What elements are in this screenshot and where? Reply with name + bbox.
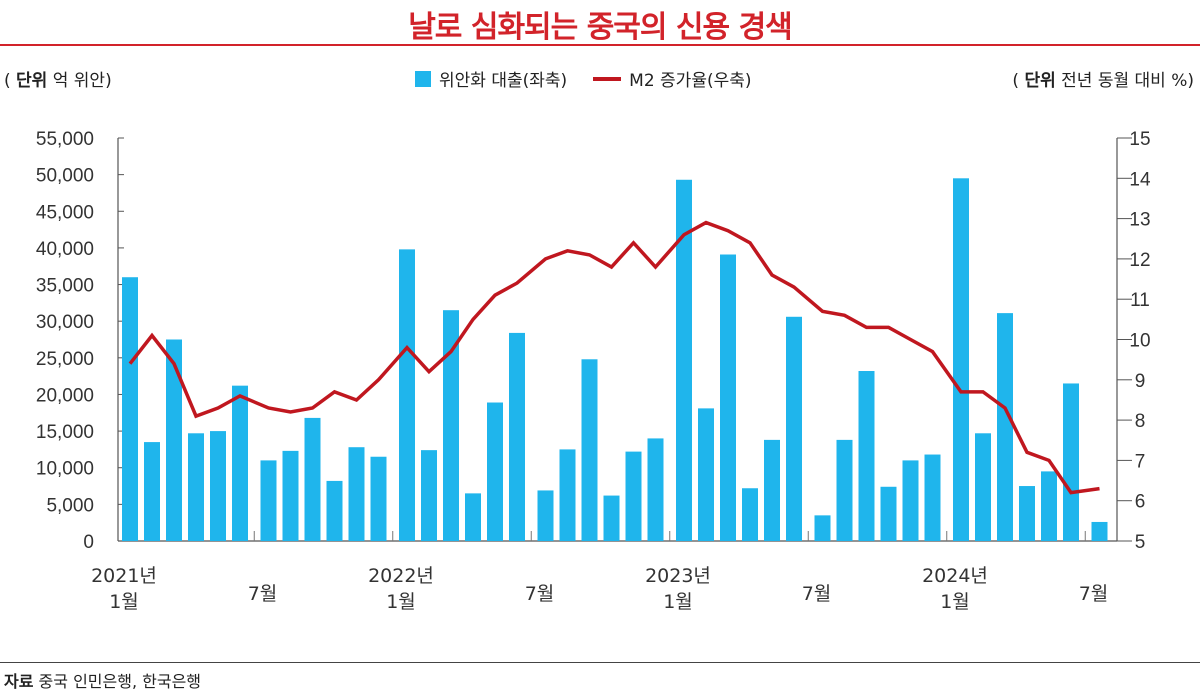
left-axis-tick-label: 35,000 [36, 276, 94, 297]
bar [232, 386, 248, 541]
bar [144, 442, 160, 541]
x-tick-label-month: 1월 [386, 591, 416, 613]
left-axis-tick-label: 5,000 [46, 495, 94, 516]
bar [837, 440, 853, 541]
left-axis-tick-label: 15,000 [36, 422, 94, 443]
bar [815, 515, 831, 541]
bar [903, 460, 919, 541]
source-text: 중국 인민은행, 한국은행 [39, 672, 201, 691]
left-axis-tick-label: 55,000 [36, 129, 94, 150]
bar [881, 487, 897, 541]
bar [1019, 486, 1035, 541]
footer-divider [0, 662, 1200, 663]
bar [349, 447, 365, 541]
right-axis-tick-label: 5 [1135, 532, 1146, 553]
bar [925, 455, 941, 541]
bar [953, 178, 969, 541]
x-tick-label-month: 1월 [109, 591, 139, 613]
bar [327, 481, 343, 541]
bar [509, 333, 525, 541]
right-axis-tick-label: 12 [1129, 250, 1150, 271]
bar [626, 452, 642, 541]
bar [997, 313, 1013, 541]
bar [399, 249, 415, 541]
bar [487, 403, 503, 541]
x-tick-label-month: 1월 [940, 591, 970, 613]
left-axis-tick-label: 50,000 [36, 166, 94, 187]
left-axis-tick-label: 25,000 [36, 349, 94, 370]
bar [538, 490, 554, 541]
bar [421, 450, 437, 541]
x-tick-label-month: 7월 [525, 583, 555, 605]
bar [261, 460, 277, 541]
source-label: 자료 [4, 672, 33, 691]
chart-plot: 0 5,000 10,000 15,000 20,000 25,000 30,000 35,0… [0, 0, 1200, 660]
right-axis-tick-label: 11 [1130, 290, 1150, 311]
bar [1041, 471, 1057, 541]
right-axis-tick-label: 14 [1129, 169, 1151, 190]
bar [786, 317, 802, 541]
bar [742, 488, 758, 541]
left-axis-tick-label: 10,000 [36, 459, 94, 480]
x-tick-label-year: 2024년 [922, 565, 988, 587]
bar [1092, 522, 1108, 541]
bar [371, 457, 387, 541]
left-axis-tick-label: 20,000 [36, 385, 94, 406]
right-axis-tick-label: 8 [1135, 411, 1146, 432]
bar [975, 433, 991, 541]
right-axis-tick-label: 6 [1135, 492, 1146, 513]
bar [283, 451, 299, 541]
x-tick-label-year: 2021년 [91, 565, 157, 587]
x-tick-label-month: 7월 [802, 583, 832, 605]
bar [188, 433, 204, 541]
bar [166, 340, 182, 542]
bar [859, 371, 875, 541]
bar [648, 438, 664, 541]
bar [122, 277, 138, 541]
bar [604, 496, 620, 541]
bar [465, 493, 481, 541]
left-axis-tick-label: 40,000 [36, 239, 94, 260]
x-tick-label-year: 2022년 [368, 565, 434, 587]
left-axis-tick-label: 30,000 [36, 312, 94, 333]
bar [720, 255, 736, 541]
x-tick-label-year: 2023년 [645, 565, 711, 587]
bar [560, 449, 576, 541]
left-axis-tick-label: 45,000 [36, 202, 94, 223]
x-tick-label-month: 7월 [1079, 583, 1109, 605]
bar [698, 408, 714, 541]
bar [1063, 383, 1079, 541]
left-axis-tick-label: 0 [83, 532, 94, 553]
right-axis-tick-label: 13 [1129, 210, 1150, 231]
right-axis-tick-label: 7 [1135, 451, 1146, 472]
right-axis-tick-label: 15 [1129, 129, 1150, 150]
bar [582, 359, 598, 541]
bar [210, 431, 226, 541]
right-axis-tick-label: 9 [1135, 371, 1146, 392]
x-tick-label-month: 1월 [663, 591, 693, 613]
bar [764, 440, 780, 541]
x-tick-label-month: 7월 [248, 583, 278, 605]
source-note: 자료 중국 인민은행, 한국은행 [4, 668, 201, 692]
right-axis-tick-label: 10 [1129, 331, 1150, 352]
bar [305, 418, 321, 541]
